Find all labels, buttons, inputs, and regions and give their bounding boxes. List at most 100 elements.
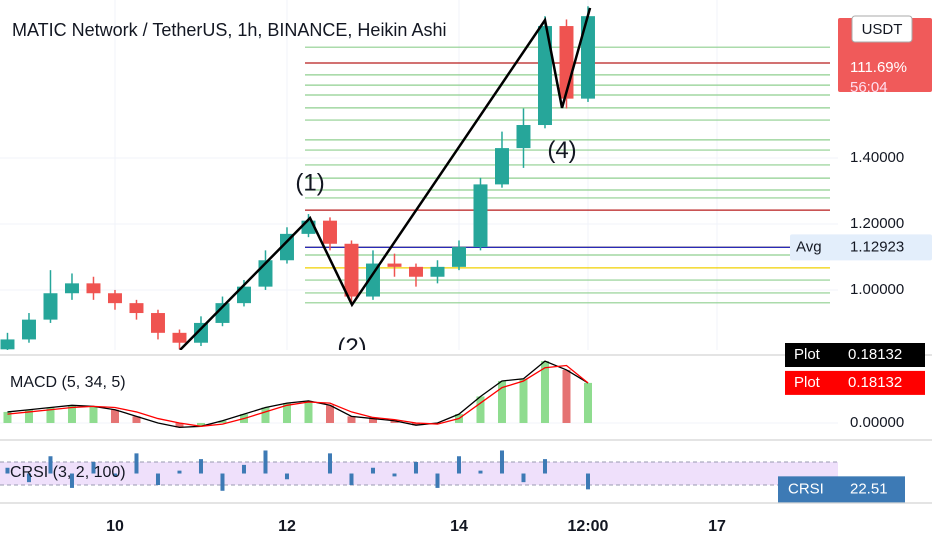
candle-body <box>279 233 294 261</box>
histogram-bar <box>24 409 33 423</box>
candle-body <box>538 26 552 126</box>
crsi-bar <box>26 473 31 483</box>
indicator-panes: MACD (5, 34, 5) CRSI (3, 2, 100) <box>0 360 838 491</box>
candle-body <box>150 313 165 333</box>
candle-body <box>473 184 488 248</box>
histogram-bar <box>110 409 119 423</box>
avg-label: Avg <box>796 238 822 255</box>
crsi-bar <box>155 473 160 486</box>
wave-line <box>179 7 592 350</box>
crsi-bar <box>177 470 182 474</box>
histogram-bar <box>196 422 205 427</box>
histogram-bar <box>519 378 528 423</box>
x-tick-label: 12:00 <box>568 518 609 535</box>
pane-title: CRSI (3, 2, 100) <box>10 464 126 481</box>
x-tick-label: 10 <box>106 518 124 535</box>
histogram-bar <box>411 422 420 426</box>
crsi-bar <box>435 473 440 488</box>
crsi-bar <box>220 473 225 491</box>
wave-label: (1) <box>295 169 324 196</box>
histogram-bar <box>89 406 98 423</box>
y-tick-label: 1.00000 <box>850 281 904 298</box>
avg-value: 1.12923 <box>850 238 904 255</box>
crsi-bar <box>5 467 10 474</box>
histogram-bar <box>390 420 399 423</box>
histogram-bar <box>562 369 571 423</box>
candle-body <box>86 283 101 294</box>
histogram-bar <box>175 422 184 428</box>
crsi-bar <box>134 453 139 474</box>
avg-label-box <box>790 234 932 261</box>
histogram-bar <box>540 361 549 423</box>
crsi-bar <box>198 459 203 474</box>
currency-label: USDT <box>862 21 903 38</box>
wave-label: (2) <box>337 334 366 361</box>
crsi-bar <box>521 473 526 483</box>
candle-body <box>323 220 337 244</box>
axes: 10 12 14 12:00 17 1.00000 1.20000 1.40000 USDT 11… <box>106 15 932 535</box>
candle-body <box>21 319 36 340</box>
price-pane: (1) (2) (4) MATIC Network / TetherUS, 1h, B… <box>0 0 838 361</box>
legend-name: CRSI <box>788 480 824 497</box>
legend-name: Plot <box>794 374 821 391</box>
candle-body <box>107 293 122 304</box>
legend-box <box>785 343 925 367</box>
histogram-bar <box>583 382 592 423</box>
crsi-bar <box>370 467 375 474</box>
x-tick-label: 17 <box>708 518 726 535</box>
candle-body <box>0 339 15 350</box>
histogram-bar <box>304 400 313 423</box>
candle-body <box>193 322 208 343</box>
histogram-bar <box>261 407 270 423</box>
candle-body <box>452 247 466 267</box>
crsi-bar <box>478 470 483 474</box>
histogram-bar <box>132 416 141 423</box>
candle-body <box>366 263 380 297</box>
crsi-bar <box>91 462 96 474</box>
histogram-bar <box>3 411 12 423</box>
candle-body <box>344 243 359 297</box>
pane-title: MACD (5, 34, 5) <box>10 374 126 391</box>
crsi-bar <box>284 473 289 480</box>
currency-box <box>851 15 913 43</box>
candle-body <box>430 266 445 277</box>
legend-box <box>785 370 925 395</box>
histogram-bar <box>325 405 334 423</box>
crsi-bar <box>392 473 397 477</box>
histogram-bar <box>497 380 506 423</box>
y-tick-label: 0.00000 <box>850 414 904 431</box>
crsi-bar <box>413 462 418 474</box>
change-label: 111.69% <box>850 59 907 76</box>
candle-body <box>215 303 230 323</box>
candle-body <box>43 293 58 320</box>
crsi-bar <box>542 459 547 474</box>
candle-body <box>236 286 251 304</box>
legend-value: 0.18132 <box>848 346 902 363</box>
x-tick-label: 14 <box>450 518 468 535</box>
crsi-bar <box>585 473 590 490</box>
crsi-bar <box>499 450 504 474</box>
candle-body <box>409 266 423 277</box>
histogram-bar <box>46 407 55 423</box>
crsi-bar <box>263 450 268 474</box>
chart-title: MATIC Network / TetherUS, 1h, BINANCE, H… <box>12 20 446 40</box>
histogram-bar <box>347 416 356 423</box>
candle-body <box>581 16 595 99</box>
crsi-bar <box>48 456 53 474</box>
histogram-bar <box>476 396 485 423</box>
crsi-bar <box>69 473 74 488</box>
candle-body <box>516 125 531 149</box>
histogram-bar <box>282 403 291 423</box>
countdown-label: 56:04 <box>850 79 888 96</box>
legend-box <box>778 476 905 503</box>
macd-line <box>7 364 589 427</box>
crsi-bar <box>349 473 354 486</box>
y-tick-label: 1.40000 <box>850 149 904 166</box>
candle-body <box>64 283 79 294</box>
legend-value: 22.51 <box>850 480 888 497</box>
candle-body <box>495 148 509 185</box>
histogram-bar <box>218 420 227 423</box>
histogram-bar <box>67 405 76 423</box>
